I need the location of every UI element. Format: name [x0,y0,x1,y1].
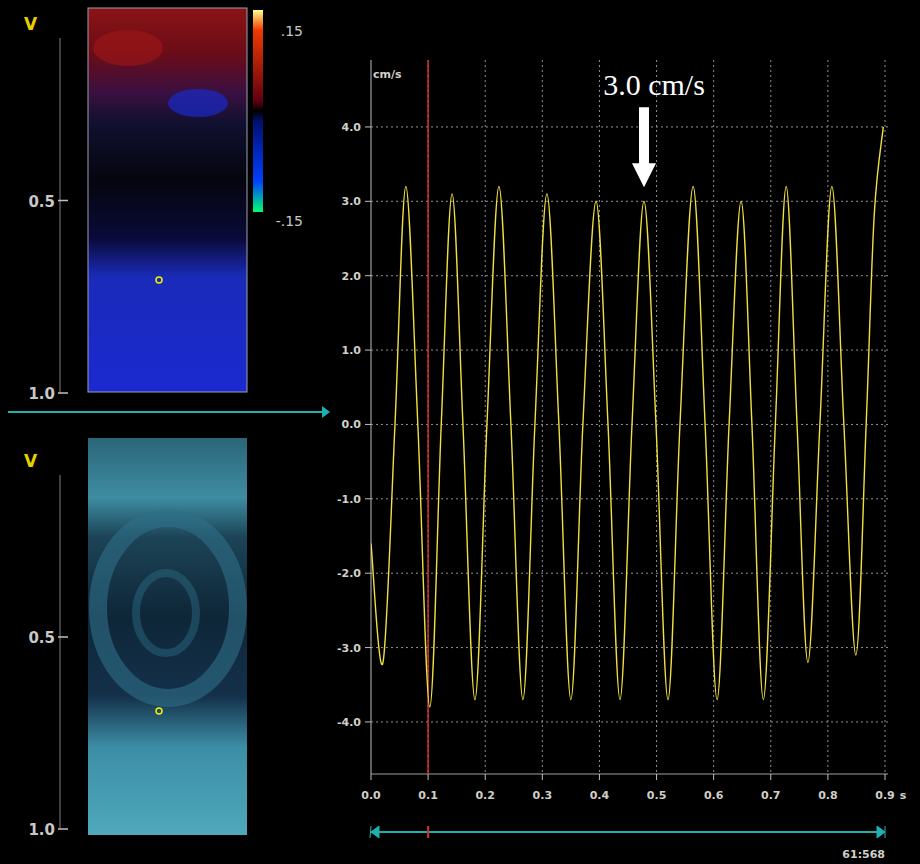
annotation-text: 3.0 cm/s [603,68,705,101]
tick-label: 0.5 [647,789,667,802]
y-axis [370,60,371,774]
scrubber [8,411,322,413]
grid-line [371,201,888,202]
tick-label: 0.7 [761,789,781,802]
grid-line [885,60,886,774]
tick-label: 1.0 [28,385,55,403]
tick [371,774,372,780]
tick [365,573,371,574]
scrubber-end [370,826,379,838]
tick [428,774,429,780]
grid-line [371,573,888,574]
tick-label: 0.0 [361,789,381,802]
axis-label: V [24,14,38,34]
tick-label: 0.4 [590,789,610,802]
tick [365,721,371,722]
grid-line [371,126,888,127]
tick-label: 1.0 [28,821,55,839]
depth-axis [60,475,61,829]
grid-line [827,60,828,774]
canvas: V 0.5 1.0 .15 -.15 V 0.5 1.0 4.0 3.0 2.0 1.0 0.0 -1.0… [0,0,920,864]
grid-line [371,721,888,722]
grid-line [599,60,600,774]
tick [770,774,771,780]
sample-marker [156,708,162,714]
tick [713,774,714,780]
tick [365,498,371,499]
tick [365,275,371,276]
tick-label: 4.0 [342,121,362,134]
echo-texture [93,30,163,66]
axis-label: V [24,451,38,471]
echo-image [88,438,247,835]
tick [58,200,68,202]
tick [827,774,828,780]
tick [365,424,371,425]
image-panel: V 0.5 1.0 [24,438,247,839]
scrubber-end [322,406,330,418]
tick-label: -4.0 [337,716,361,729]
scrubber-end [877,826,885,838]
axes: 4.0 3.0 2.0 1.0 0.0 -1.0 -2.0 -3.0 -4.0 0.0 0.1 0.2… [337,60,907,802]
sample-marker [156,277,162,283]
tick-label: 0.6 [704,789,724,802]
y-axis-title: cm/s [373,68,402,81]
tick [885,774,886,780]
grid-line [770,60,771,774]
velocity-curve [371,127,883,707]
frame-counter: 61:568 [842,848,885,861]
echo-texture [136,573,196,653]
colorbar [253,10,263,212]
tick [599,774,600,780]
echo-texture [168,89,228,117]
tick-label: -2.0 [337,567,361,580]
tick [485,774,486,780]
grid-line [371,424,888,425]
echo-texture [98,518,238,698]
tick [58,392,68,394]
tick-label: 0.8 [818,789,838,802]
grid-line [371,275,888,276]
tick [365,201,371,202]
plot-area [371,60,883,774]
grid-line [485,60,486,774]
echo-image [88,8,247,392]
tick [58,636,68,638]
annotations: 3.0 cm/s [603,68,705,187]
tick-label: 0.0 [342,418,362,431]
annotation-arrow [632,107,656,187]
tick [656,774,657,780]
tick [58,828,68,830]
background [0,0,920,864]
grid-line [542,60,543,774]
x-axis [371,773,888,774]
tick-label: 0.9 [875,789,895,802]
depth-axis [60,38,61,393]
tick-label: 1.0 [342,344,362,357]
grid-line [371,350,888,351]
timeline-scrubber [370,826,885,838]
tick-label: 0.5 [28,193,55,211]
tick [365,126,371,127]
colorbar-label: .15 [281,23,303,39]
tick-label: 3.0 [342,195,362,208]
image-panel: V 0.5 1.0 .15 -.15 [24,8,303,403]
tick-label: 0.2 [475,789,495,802]
colorbar-label: -.15 [276,213,303,229]
scrubber-cursor [427,826,429,838]
tick [542,774,543,780]
tick-label: 2.0 [342,270,362,283]
tick-label: -1.0 [337,493,361,506]
tick-label: 0.3 [533,789,553,802]
cursor-line [427,60,429,774]
x-axis-title: s [900,789,907,802]
grid-line [428,60,429,774]
tick-label: 0.1 [418,789,438,802]
tick [365,647,371,648]
tick-label: 0.5 [28,629,55,647]
tick-label: -3.0 [337,642,361,655]
scrubber [371,831,885,833]
tick [365,350,371,351]
